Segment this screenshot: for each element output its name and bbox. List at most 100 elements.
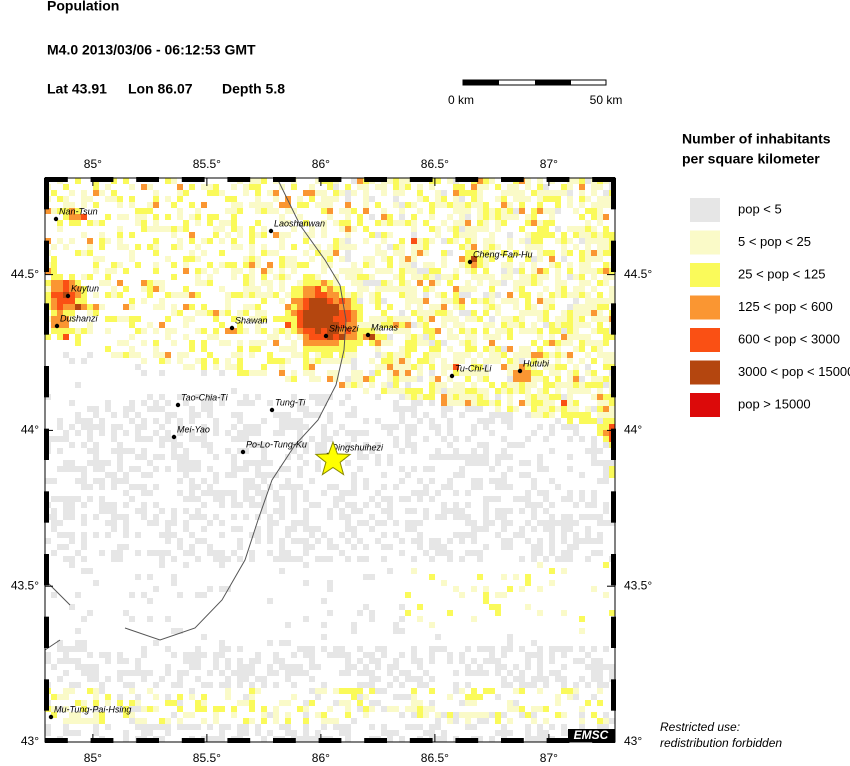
density-cell — [315, 412, 321, 418]
density-cell — [459, 508, 465, 514]
density-cell — [309, 700, 315, 706]
density-cell — [213, 214, 219, 220]
density-cell — [321, 598, 327, 604]
density-cell — [333, 190, 339, 196]
density-cell — [213, 496, 219, 502]
density-cell — [159, 556, 165, 562]
density-cell — [123, 658, 129, 664]
density-cell — [471, 232, 477, 238]
density-cell — [291, 184, 297, 190]
density-cell — [213, 490, 219, 496]
density-cell — [543, 364, 549, 370]
density-cell — [405, 322, 411, 328]
density-cell — [357, 310, 363, 316]
density-cell — [285, 310, 291, 316]
density-cell — [579, 274, 585, 280]
density-cell — [567, 250, 573, 256]
density-cell — [93, 580, 99, 586]
density-cell — [237, 664, 243, 670]
density-cell — [117, 238, 123, 244]
density-cell — [603, 436, 609, 442]
density-cell — [489, 604, 495, 610]
density-cell — [243, 460, 249, 466]
density-cell — [375, 298, 381, 304]
density-cell — [45, 538, 51, 544]
density-cell — [279, 328, 285, 334]
density-cell — [159, 322, 165, 328]
density-cell — [567, 418, 573, 424]
density-cell — [183, 508, 189, 514]
density-cell — [363, 682, 369, 688]
density-cell — [195, 664, 201, 670]
density-cell — [411, 274, 417, 280]
density-cell — [93, 700, 99, 706]
density-cell — [441, 382, 447, 388]
density-cell — [447, 658, 453, 664]
density-cell — [201, 514, 207, 520]
density-cell — [201, 370, 207, 376]
density-cell — [357, 430, 363, 436]
density-cell — [129, 334, 135, 340]
density-cell — [99, 430, 105, 436]
density-cell — [345, 514, 351, 520]
city-label: Hutubi — [523, 358, 550, 368]
density-cell — [69, 682, 75, 688]
density-cell — [555, 388, 561, 394]
density-cell — [555, 418, 561, 424]
density-cell — [573, 178, 579, 184]
density-cell — [291, 418, 297, 424]
density-cell — [87, 676, 93, 682]
density-cell — [297, 424, 303, 430]
density-cell — [477, 394, 483, 400]
density-cell — [477, 220, 483, 226]
density-cell — [123, 514, 129, 520]
density-cell — [387, 664, 393, 670]
legend-label: 3000 < pop < 15000 — [738, 364, 850, 379]
density-cell — [423, 682, 429, 688]
density-cell — [477, 256, 483, 262]
density-cell — [411, 424, 417, 430]
density-cell — [351, 190, 357, 196]
density-cell — [291, 316, 297, 322]
density-cell — [609, 406, 615, 412]
density-cell — [459, 652, 465, 658]
density-cell — [531, 676, 537, 682]
density-cell — [423, 490, 429, 496]
density-cell — [597, 664, 603, 670]
density-cell — [111, 556, 117, 562]
density-cell — [549, 214, 555, 220]
city-dot — [240, 449, 246, 455]
density-cell — [513, 268, 519, 274]
density-cell — [135, 214, 141, 220]
density-cell — [45, 208, 51, 214]
density-cell — [171, 340, 177, 346]
density-cell — [327, 184, 333, 190]
density-cell — [597, 700, 603, 706]
density-cell — [75, 178, 81, 184]
density-cell — [507, 640, 513, 646]
density-cell — [363, 604, 369, 610]
density-cell — [249, 346, 255, 352]
density-cell — [429, 358, 435, 364]
density-cell — [333, 346, 339, 352]
border-seg — [611, 178, 616, 210]
density-cell — [387, 736, 393, 742]
density-cell — [381, 286, 387, 292]
density-cell — [423, 316, 429, 322]
density-cell — [57, 694, 63, 700]
density-cell — [69, 424, 75, 430]
density-cell — [399, 538, 405, 544]
density-cell — [561, 646, 567, 652]
density-cell — [477, 478, 483, 484]
density-cell — [333, 340, 339, 346]
density-cell — [543, 196, 549, 202]
density-cell — [81, 502, 87, 508]
density-cell — [381, 520, 387, 526]
density-cell — [141, 184, 147, 190]
density-cell — [405, 508, 411, 514]
density-cell — [405, 298, 411, 304]
density-cell — [87, 196, 93, 202]
density-cell — [357, 670, 363, 676]
density-cell — [219, 724, 225, 730]
